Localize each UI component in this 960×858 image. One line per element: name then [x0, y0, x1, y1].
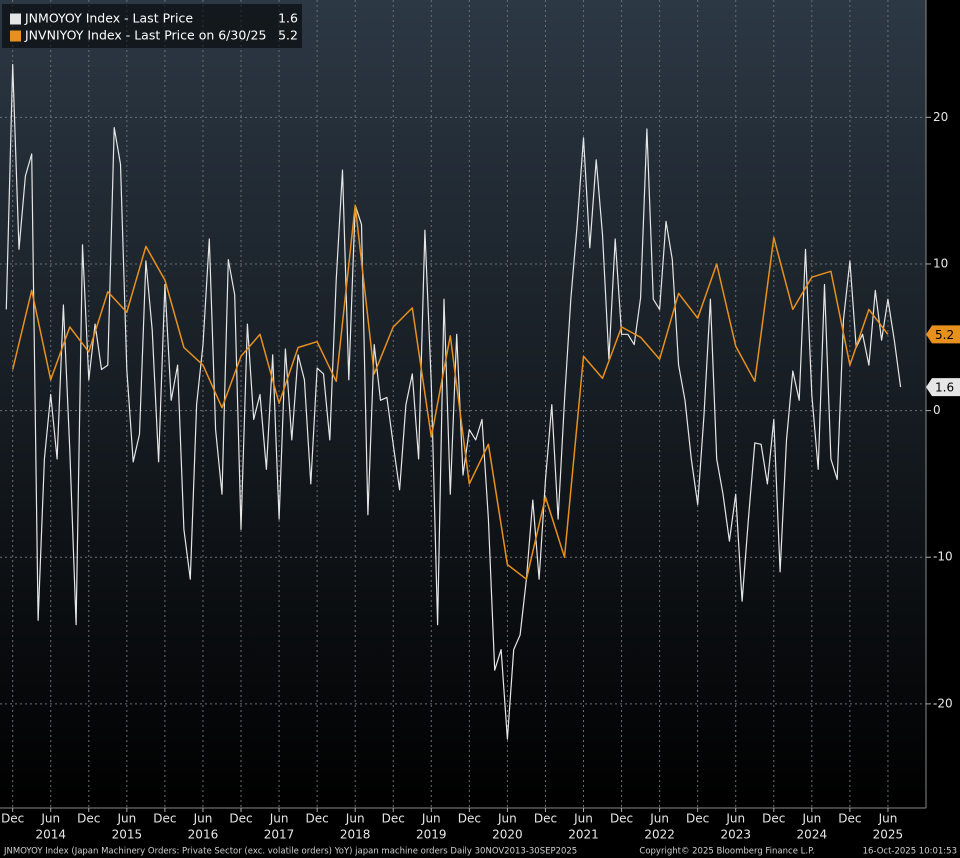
x-tick-label: Dec [458, 812, 481, 826]
x-tick-label: Jun [801, 812, 821, 826]
legend-label: JNMOYOY Index - Last Price [24, 11, 193, 26]
x-tick-label: Dec [153, 812, 176, 826]
legend: JNMOYOY Index - Last Price 1.6 JNVNIYOY In… [2, 4, 302, 48]
y-tick-label: 20 [933, 110, 948, 124]
x-tick-label: Dec [382, 812, 405, 826]
year-label: 2025 [873, 828, 904, 842]
x-tick-label: Jun [116, 812, 136, 826]
x-tick-label: Dec [229, 812, 252, 826]
x-tick-label: Jun [573, 812, 593, 826]
y-tick-label: -20 [933, 696, 953, 710]
x-tick-label: Dec [762, 812, 785, 826]
x-tick-label: Jun [878, 812, 898, 826]
x-tick-label: Jun [40, 812, 60, 826]
series-line [5, 63, 902, 740]
year-label: 2017 [264, 828, 295, 842]
y-tick-label: 10 [933, 256, 948, 270]
last-value-label: 5.2 [935, 328, 954, 342]
last-value-tag [926, 378, 960, 397]
last-value-tag [926, 325, 960, 344]
year-label: 2021 [568, 828, 599, 842]
year-label: 2016 [188, 828, 219, 842]
x-tick-label: Jun [269, 812, 289, 826]
year-label: 2020 [492, 828, 523, 842]
legend-swatch [10, 13, 21, 25]
x-tick-label: Dec [1, 812, 24, 826]
axis-background [926, 0, 960, 808]
x-tick-label: Dec [534, 812, 557, 826]
footer-copyright: Copyright© 2025 Bloomberg Finance L.P. [639, 847, 814, 857]
x-tick-label: Jun [193, 812, 213, 826]
x-tick-label: Dec [686, 812, 709, 826]
y-tick-label: -10 [933, 550, 953, 564]
x-tick-label: Jun [421, 812, 441, 826]
year-label: 2022 [644, 828, 675, 842]
x-tick-label: Dec [306, 812, 329, 826]
x-tick-label: Jun [497, 812, 517, 826]
x-tick-label: Dec [838, 812, 861, 826]
legend-swatch [10, 30, 21, 42]
last-value-label: 1.6 [935, 381, 954, 395]
legend-value: 1.6 [278, 11, 298, 26]
legend-box [2, 4, 302, 48]
footer-timestamp: 16-Oct-2025 10:01:53 [863, 847, 957, 857]
legend-label: JNVNIYOY Index - Last Price on 6/30/25 [24, 28, 266, 43]
y-tick-label: 0 [933, 403, 941, 417]
series-line [11, 204, 889, 580]
x-tick-label: Dec [610, 812, 633, 826]
x-tick-label: Jun [725, 812, 745, 826]
year-label: 2015 [112, 828, 143, 842]
year-label: 2024 [797, 828, 828, 842]
plot-background [0, 0, 926, 808]
x-tick-label: Jun [345, 812, 365, 826]
year-label: 2014 [35, 828, 66, 842]
x-tick-label: Dec [77, 812, 100, 826]
legend-value: 5.2 [278, 28, 298, 43]
footer-description: JNMOYOY Index (Japan Machinery Orders: P… [3, 847, 577, 857]
year-label: 2018 [340, 828, 371, 842]
x-tick-label: Jun [649, 812, 669, 826]
year-label: 2023 [720, 828, 751, 842]
year-label: 2019 [416, 828, 447, 842]
